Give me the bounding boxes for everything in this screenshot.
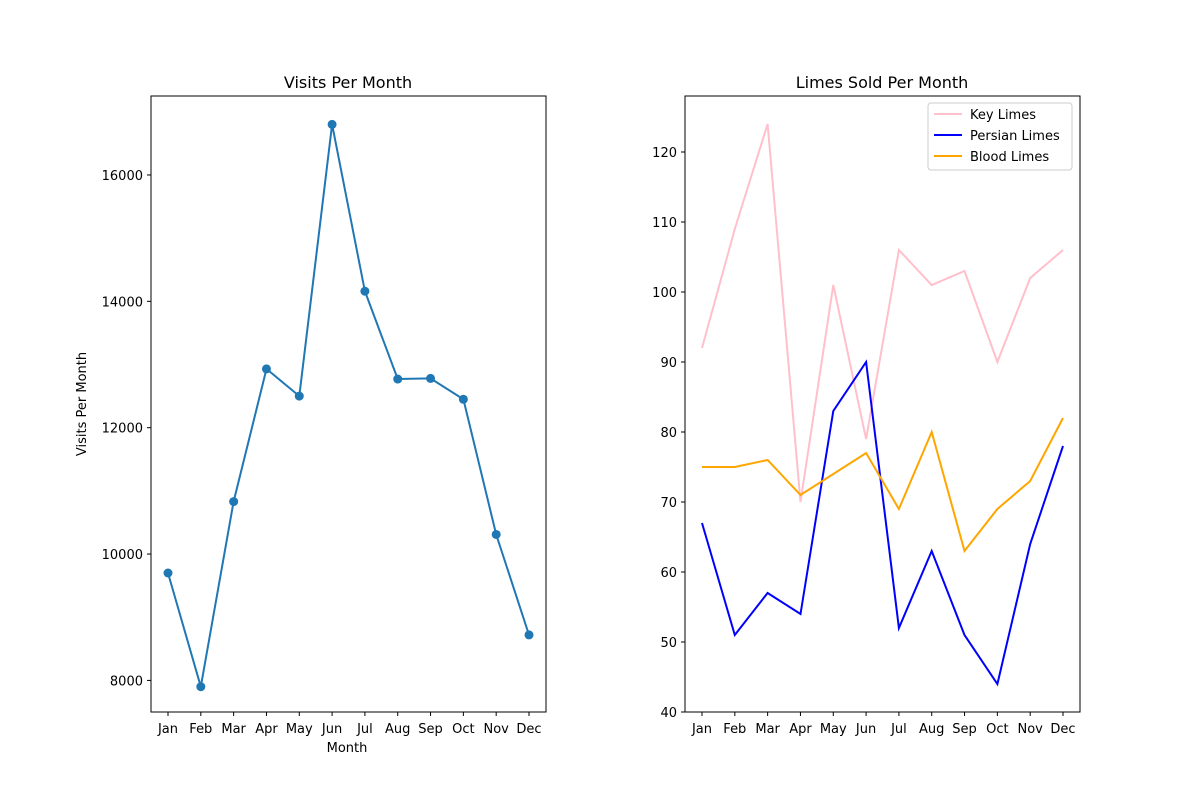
visits-y-tick-label: 14000 — [102, 295, 143, 310]
limes-x-tick-label: Mar — [755, 722, 780, 737]
limes-x-tick-label: Jan — [691, 722, 712, 737]
data-point-dec — [524, 630, 534, 640]
limes-x-tick-label: Dec — [1050, 722, 1075, 737]
limes-chart-legend: Key Limes Persian Limes Blood Limes — [927, 102, 1073, 171]
data-point-nov — [491, 529, 501, 539]
data-point-oct — [458, 394, 468, 404]
legend-label-key-limes: Key Limes — [970, 108, 1036, 123]
legend-entry-persian-limes: Persian Limes — [934, 129, 1060, 144]
limes-x-tick-label: Nov — [1017, 722, 1043, 737]
visits-x-tick-label: Nov — [483, 722, 509, 737]
visits-chart-y-axis-label: Visits Per Month — [75, 352, 90, 456]
limes-x-tick-label: May — [820, 722, 847, 737]
visits-x-tick-label: Sep — [418, 722, 443, 737]
data-point-may — [294, 391, 304, 401]
visits-x-tick-label: Dec — [516, 722, 541, 737]
legend-entry-blood-limes: Blood Limes — [934, 150, 1049, 165]
limes-chart: Limes Sold Per Month Jan Feb Mar Apr May Jun J… — [652, 73, 1081, 737]
limes-y-tick-label: 90 — [660, 356, 677, 371]
series-line-blood-limes — [702, 417, 1064, 554]
limes-x-tick-label: Aug — [919, 722, 944, 737]
visits-x-tick-label: Jul — [356, 722, 373, 737]
limes-y-tick-label: 50 — [660, 636, 677, 651]
visits-axes-frame — [150, 95, 547, 713]
visits-y-tick-label: 12000 — [102, 422, 143, 437]
legend-entry-key-limes: Key Limes — [934, 108, 1036, 123]
limes-y-tick-label: 40 — [660, 706, 677, 721]
series-line-key-limes — [701, 123, 1064, 503]
data-point-jul — [360, 286, 370, 296]
data-point-aug — [393, 374, 403, 384]
data-point-mar — [229, 497, 239, 507]
data-point-sep — [426, 373, 436, 383]
visits-y-tick-label: 10000 — [102, 548, 143, 563]
visits-x-tick-label: Aug — [385, 722, 410, 737]
visits-x-tick-label: Feb — [189, 722, 212, 737]
limes-y-tick-label: 120 — [652, 146, 677, 161]
visits-chart: Visits Per Month Month Visits Per Month … — [75, 73, 547, 756]
data-point-feb — [196, 682, 206, 692]
limes-y-tick-label: 80 — [660, 426, 677, 441]
limes-x-tick-label: Sep — [952, 722, 977, 737]
series-line-visits-series — [167, 124, 530, 687]
visits-x-tick-label: Apr — [255, 722, 278, 737]
visits-x-tick-label: May — [286, 722, 313, 737]
visits-x-tick-label: Jan — [157, 722, 178, 737]
visits-y-tick-label: 8000 — [110, 674, 143, 689]
data-point-jan — [163, 568, 173, 578]
visits-chart-plot-area: Jan Feb Mar Apr May Jun Jul Aug Sep Oct Nov Dec 8000… — [102, 95, 547, 737]
data-point-apr — [261, 364, 271, 374]
visits-y-tick-label: 16000 — [102, 169, 143, 184]
series-line-persian-limes — [701, 359, 1064, 687]
limes-chart-plot-area: Jan Feb Mar Apr May Jun Jul Aug Sep Oct Nov Dec 40 50… — [652, 95, 1081, 737]
limes-x-tick-label: Jul — [890, 722, 907, 737]
legend-frame — [927, 102, 1073, 171]
visits-x-tick-label: Mar — [221, 722, 246, 737]
visits-x-tick-label: Jun — [321, 722, 342, 737]
limes-x-tick-label: Apr — [789, 722, 812, 737]
visits-chart-title: Visits Per Month — [284, 73, 412, 92]
limes-y-tick-label: 100 — [652, 286, 677, 301]
limes-x-tick-label: Oct — [986, 722, 1008, 737]
limes-y-tick-label: 110 — [652, 216, 677, 231]
limes-y-tick-label: 60 — [660, 566, 677, 581]
limes-y-tick-label: 70 — [660, 496, 677, 511]
visits-x-tick-label: Oct — [452, 722, 474, 737]
visits-chart-x-axis-label: Month — [327, 741, 368, 756]
limes-x-tick-label: Feb — [723, 722, 746, 737]
legend-label-blood-limes: Blood Limes — [970, 150, 1049, 165]
legend-label-persian-limes: Persian Limes — [970, 129, 1060, 144]
limes-chart-title: Limes Sold Per Month — [796, 73, 969, 92]
limes-axes-frame — [684, 95, 1081, 713]
limes-x-tick-label: Jun — [855, 722, 876, 737]
data-point-jun — [327, 119, 337, 129]
